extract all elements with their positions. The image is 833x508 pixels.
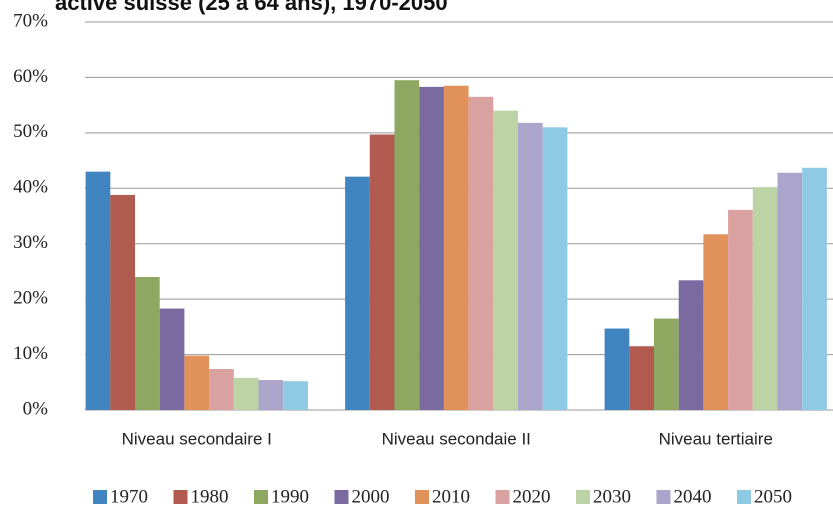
y-tick-label: 0% [23,398,49,419]
legend-label: 1980 [191,486,229,507]
legend-swatch [93,490,107,504]
y-tick-label: 40% [13,177,48,198]
y-tick-label: 30% [13,232,48,253]
legend-label: 2040 [674,486,712,507]
bar [110,194,135,410]
bar [369,134,395,410]
bar [419,86,444,410]
bar [802,167,827,410]
bar [443,85,469,410]
y-tick-label: 10% [13,343,48,364]
bar [209,368,234,410]
bar [184,355,210,410]
legend-swatch [173,490,188,504]
legend-label: 2020 [513,486,551,507]
bar [629,346,654,410]
legend-swatch [576,490,590,504]
bar [394,80,420,410]
y-tick-label: 50% [13,121,48,142]
chart-title: active suisse (25 à 64 ans), 1970-2050 [55,0,448,15]
bar [283,381,308,410]
legend-label: 2030 [593,486,631,507]
legend-label: 1990 [271,486,309,507]
bar [542,127,568,411]
bar [85,171,111,410]
bar [777,172,803,410]
y-tick-label: 60% [13,66,48,87]
bar [135,276,160,410]
bar [604,328,630,410]
x-tick-label: Niveau secondaire I [122,429,272,448]
legend-swatch [737,490,751,504]
bar [654,318,679,410]
legend-swatch [495,490,510,504]
bar [468,96,494,410]
bar [703,234,729,410]
bar [493,110,518,410]
bar [258,380,284,410]
bar [233,377,259,410]
bar [345,176,370,410]
y-tick-label: 20% [13,288,48,309]
bar [728,209,753,410]
bar [518,122,543,410]
x-tick-label: Niveau tertiaire [659,429,773,448]
legend-label: 2000 [352,486,390,507]
bar [752,187,778,410]
legend-label: 2050 [754,486,792,507]
legend-swatch [254,490,268,504]
legend-swatch [334,490,349,504]
legend-swatch [415,490,429,504]
x-tick-label: Niveau secondaie II [382,429,531,448]
y-tick-label: 70% [13,10,48,31]
bar [678,280,704,410]
legend-swatch [656,490,671,504]
legend-label: 2010 [432,486,470,507]
legend-label: 1970 [110,486,148,507]
bar [159,308,185,410]
